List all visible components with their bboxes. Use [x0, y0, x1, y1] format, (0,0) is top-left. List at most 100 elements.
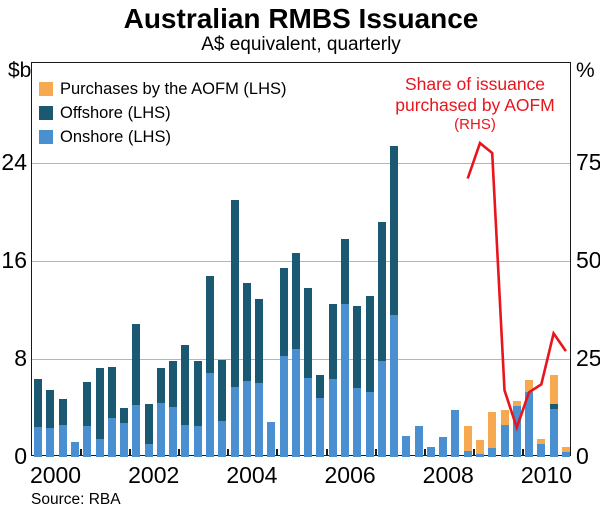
bar-segment-aofm-2008-Q4: [463, 425, 472, 451]
bar-segment-aofm-2009-Q3: [500, 410, 509, 426]
annotation-line-3: (RHS): [454, 116, 496, 133]
x-axis-label-2004: 2004: [226, 462, 278, 488]
bar-segment-onshore-2001-Q3: [107, 418, 116, 457]
aofm-share-line: [466, 140, 567, 432]
right-axis-tick-75: 75: [576, 148, 600, 175]
gridline-16: [32, 260, 570, 262]
bar-segment-offshore-2000-Q2: [46, 389, 55, 428]
legend-item-onshore: Onshore (LHS): [39, 125, 287, 149]
bar-segment-offshore-2005-Q4: [316, 375, 325, 399]
bar-segment-onshore-2002-Q1: [132, 404, 141, 457]
bar-segment-offshore-2002-Q4: [169, 361, 178, 407]
bar-segment-aofm-2009-Q1: [475, 440, 484, 454]
bar-segment-onshore-2000-Q1: [34, 426, 43, 457]
bar-segment-offshore-2001-Q4: [120, 407, 129, 423]
onshore-swatch-icon: [39, 130, 53, 144]
line-annotation: Share of issuance purchased by AOFM (RHS…: [325, 74, 600, 134]
bar-segment-offshore-2000-Q3: [58, 399, 67, 425]
bar-segment-onshore-2000-Q2: [46, 427, 55, 457]
bar-segment-onshore-2008-Q1: [426, 447, 435, 457]
bar-segment-onshore-2006-Q1: [328, 378, 337, 457]
legend-item-aofm: Purchases by the AOFM (LHS): [39, 77, 287, 101]
left-axis-unit: $b: [8, 59, 32, 82]
bar-segment-onshore-2003-Q3: [205, 373, 214, 457]
bar-segment-aofm-2010-Q2: [537, 438, 546, 444]
bar-segment-onshore-2009-Q3: [500, 425, 509, 457]
bar-segment-onshore-2010-Q2: [537, 443, 546, 457]
legend: Purchases by the AOFM (LHS) Offshore (LH…: [39, 77, 287, 149]
year-tick-2001: [80, 449, 83, 455]
bar-segment-onshore-2010-Q4: [561, 452, 570, 457]
x-axis-label-2000: 2000: [29, 462, 82, 488]
x-axis-label-2010: 2010: [520, 462, 573, 488]
right-axis-tick-0: 0: [576, 443, 589, 469]
bar-segment-offshore-2004-Q2: [242, 282, 251, 381]
bar-segment-offshore-2004-Q3: [255, 298, 264, 384]
legend-item-offshore: Offshore (LHS): [39, 101, 287, 125]
annotation-line-1: Share of issuance: [404, 74, 546, 94]
legend-label-onshore: Onshore (LHS): [60, 127, 171, 146]
bar-segment-aofm-2009-Q2: [488, 411, 497, 449]
right-axis-unit: %: [576, 59, 595, 82]
bar-segment-offshore-2003-Q1: [181, 344, 190, 425]
bar-segment-offshore-2001-Q2: [95, 368, 104, 440]
bar-segment-offshore-2002-Q1: [132, 323, 141, 405]
year-tick-2002: [129, 449, 132, 455]
chart-title: Australian RMBS Issuance: [123, 3, 479, 34]
x-axis-label-2008: 2008: [422, 462, 474, 488]
bar-segment-onshore-2001-Q2: [95, 439, 104, 457]
bar-segment-onshore-2006-Q4: [365, 392, 374, 457]
bar-segment-offshore-2005-Q2: [291, 252, 300, 350]
offshore-swatch-icon: [39, 106, 53, 120]
bar-segment-aofm-2010-Q4: [561, 447, 570, 453]
bar-segment-onshore-2007-Q4: [414, 425, 423, 457]
bar-segment-offshore-2003-Q4: [218, 359, 227, 421]
aofm-swatch-icon: [39, 82, 53, 96]
left-axis-tick-8: 8: [14, 344, 27, 371]
bar-segment-onshore-2007-Q2: [390, 315, 399, 457]
chart-subtitle: A$ equivalent, quarterly: [201, 34, 401, 55]
bar-segment-onshore-2003-Q2: [193, 425, 202, 457]
aofm-share-polyline: [466, 140, 567, 432]
bar-segment-onshore-2009-Q2: [488, 448, 497, 457]
year-tick-2010: [521, 449, 524, 455]
bar-segment-onshore-2004-Q1: [230, 387, 239, 457]
bar-segment-offshore-2005-Q3: [304, 287, 313, 378]
bar-segment-offshore-2006-Q4: [365, 296, 374, 393]
bar-segment-onshore-2008-Q2: [439, 436, 448, 457]
bar-segment-aofm-2010-Q3: [549, 375, 558, 404]
bar-segment-onshore-2006-Q2: [340, 304, 349, 457]
bar-segment-onshore-2010-Q1: [525, 392, 534, 457]
right-axis-tick-50: 50: [576, 246, 600, 273]
year-tick-2008: [423, 449, 426, 455]
left-axis-tick-24: 24: [1, 148, 27, 175]
bar-segment-offshore-2010-Q3: [549, 403, 558, 410]
bar-segment-onshore-2002-Q2: [144, 443, 153, 457]
bar-segment-offshore-2007-Q2: [390, 146, 399, 316]
left-axis-tick-16: 16: [1, 246, 27, 273]
year-tick-2007: [374, 449, 377, 455]
bar-segment-onshore-2008-Q4: [463, 450, 472, 457]
bar-segment-offshore-2001-Q3: [107, 366, 116, 419]
year-tick-2009: [472, 449, 475, 455]
bar-segment-offshore-2002-Q2: [144, 404, 153, 444]
bar-segment-onshore-2005-Q3: [304, 377, 313, 457]
year-tick-2003: [178, 449, 181, 455]
bar-segment-onshore-2008-Q3: [451, 410, 460, 457]
bar-segment-onshore-2004-Q3: [255, 383, 264, 457]
bar-segment-offshore-2002-Q3: [156, 368, 165, 404]
source-note: Source: RBA: [31, 491, 121, 508]
bar-segment-offshore-2003-Q2: [193, 360, 202, 426]
left-axis-tick-0: 0: [14, 443, 27, 469]
bar-segment-offshore-2000-Q1: [34, 379, 43, 427]
bar-segment-onshore-2000-Q4: [70, 442, 79, 457]
year-tick-2006: [325, 449, 328, 455]
bar-segment-onshore-2009-Q1: [475, 453, 484, 457]
year-tick-2004: [227, 449, 230, 455]
bar-segment-offshore-2006-Q2: [340, 239, 349, 305]
bar-segment-onshore-2007-Q1: [377, 360, 386, 457]
bar-segment-offshore-2006-Q3: [353, 305, 362, 389]
bar-segment-onshore-2001-Q1: [83, 425, 92, 457]
bar-segment-onshore-2003-Q4: [218, 420, 227, 457]
